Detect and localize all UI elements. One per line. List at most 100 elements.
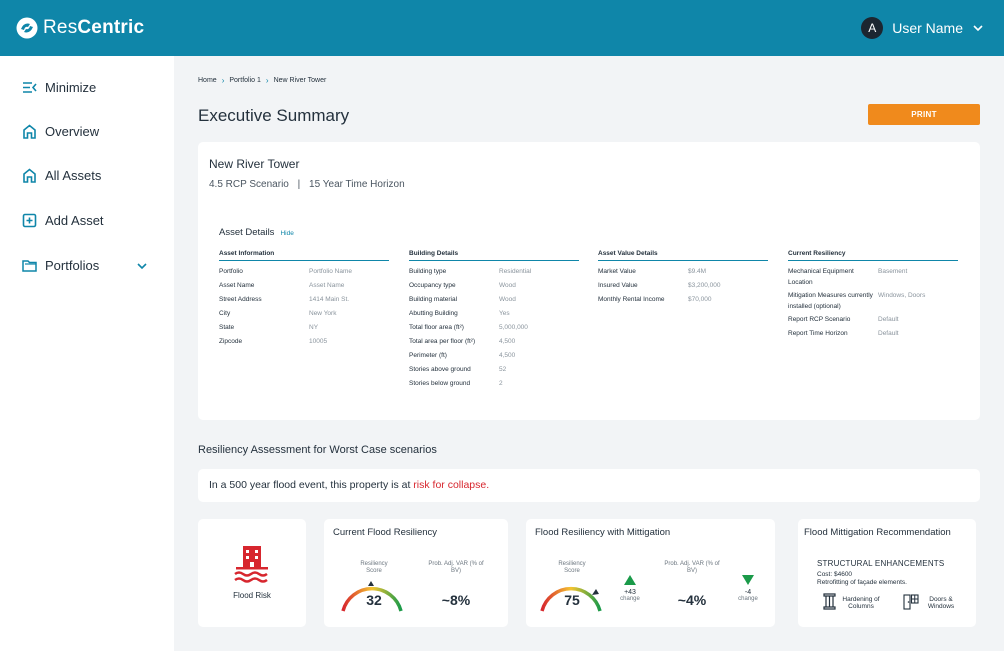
mitigation-resiliency-card: Flood Resiliency with Mittigation Resili… (526, 519, 775, 627)
detail-value: NY (309, 324, 319, 331)
resiliency-score-label: Resiliency Score (360, 561, 388, 574)
detail-key: Street Address (219, 296, 262, 303)
resiliency-score-label: Resiliency Score (558, 561, 586, 574)
brand-name-light: Res (43, 17, 78, 38)
main-content: Home › Portfolio 1 › New River Tower Exe… (174, 56, 1004, 651)
user-menu[interactable]: A User Name (861, 17, 984, 39)
detail-value: $70,000 (688, 296, 712, 303)
detail-value: 1414 Main St. (309, 296, 350, 303)
asset-value-rows: Market Value $9.4M Insured Value $3,200,00… (598, 265, 768, 307)
alert-prefix: In a 500 year flood event, this property… (209, 479, 414, 491)
avatar: A (861, 17, 884, 39)
asset-value-column: Asset Value Details Market Value $9.4M In… (598, 250, 768, 307)
detail-row: Report RCP Scenario Default (788, 313, 958, 327)
detail-row: City New York (219, 307, 389, 321)
page-title: Executive Summary (198, 106, 350, 125)
asset-details-header: Asset Details Hide (219, 227, 294, 238)
column-title: Building Details (409, 250, 579, 261)
building-details-column: Building Details Building type Residentia… (409, 250, 579, 391)
detail-row: Report Time Horizon Default (788, 327, 958, 341)
print-button[interactable]: PRINT (868, 104, 980, 125)
detail-key: State (219, 324, 235, 331)
detail-row: Street Address 1414 Main St. (219, 293, 389, 307)
rcp-scenario: 4.5 RCP Scenario (209, 179, 289, 190)
sidebar-item-overview[interactable]: Overview (22, 124, 152, 139)
detail-key: Abutting Building (409, 310, 458, 317)
section-title: Resiliency Assessment for Worst Case sce… (198, 444, 437, 456)
detail-key: Stories below ground (409, 380, 471, 387)
detail-value: $3,200,000 (688, 282, 721, 289)
sidebar-item-all-assets[interactable]: All Assets (22, 168, 152, 183)
detail-value: 52 (499, 366, 507, 373)
home-icon (23, 124, 36, 139)
sidebar-item-label: Portfolios (45, 258, 100, 273)
detail-key: Report Time Horizon (788, 330, 848, 337)
breadcrumb-portfolio[interactable]: Portfolio 1 (229, 77, 261, 84)
detail-row: Occupancy type Wood (409, 279, 579, 293)
detail-key: Occupancy type (409, 282, 456, 289)
sidebar-item-label: Minimize (45, 80, 97, 95)
sidebar-item-add-asset[interactable]: Add Asset (22, 213, 152, 228)
sidebar-item-portfolios[interactable]: Portfolios (22, 258, 152, 273)
arrow-up-icon (624, 575, 636, 585)
breadcrumb-home[interactable]: Home (198, 77, 217, 84)
scenario-line: 4.5 RCP Scenario | 15 Year Time Horizon (209, 179, 405, 190)
var-change: -4 change (734, 589, 762, 603)
detail-key: Market Value (598, 268, 636, 275)
detail-value: 4,500 (499, 338, 516, 345)
detail-row: Perimeter (ft) 4,500 (409, 349, 579, 363)
detail-row: Abutting Building Yes (409, 307, 579, 321)
building-details-rows: Building type Residential Occupancy type W… (409, 265, 579, 391)
detail-key: Total area per floor (ft²) (409, 338, 476, 345)
sidebar: Minimize Overview All Assets Add Asset P… (0, 56, 174, 651)
detail-value: 4,500 (499, 352, 516, 359)
detail-value: Default (878, 316, 899, 323)
top-bar: Res Centric A User Name (0, 0, 1004, 56)
var-change-value: -4 (744, 589, 752, 596)
detail-value: Wood (499, 296, 516, 303)
asset-summary-card: New River Tower 4.5 RCP Scenario | 15 Ye… (198, 142, 980, 420)
detail-row: Mitigation Measures currently installed … (788, 289, 958, 313)
detail-key: Perimeter (ft) (409, 352, 447, 359)
alert-risk-text: risk for collapse. (413, 479, 490, 491)
sidebar-item-minimize[interactable]: Minimize (22, 80, 152, 95)
detail-row: Building type Residential (409, 265, 579, 279)
detail-value: 2 (499, 380, 503, 387)
column-title: Asset Information (219, 250, 389, 261)
chevron-right-icon: › (265, 76, 269, 85)
detail-key: Monthly Rental Income (598, 296, 665, 303)
risk-alert-card: In a 500 year flood event, this property… (198, 469, 980, 502)
detail-key: Mechanical Equipment Location (788, 268, 854, 286)
hide-details-link[interactable]: Hide (280, 230, 294, 237)
recommendation-cost: Cost: $4600 (817, 571, 853, 578)
flood-risk-label: Flood Risk (233, 591, 271, 600)
brand-logo[interactable]: Res Centric (16, 17, 144, 39)
door-window-icon (903, 594, 919, 610)
column-icon (823, 593, 836, 610)
detail-row: Total floor area (ft²) 5,000,000 (409, 321, 579, 335)
detail-row: Portfolio Portfolio Name (219, 265, 389, 279)
recommendation-item-label: Hardening of Columns (842, 596, 880, 610)
detail-key: Insured Value (598, 282, 638, 289)
detail-row: Zipcode 10005 (219, 335, 389, 349)
detail-row: Mechanical Equipment Location Basement (788, 265, 958, 289)
plus-square-icon (22, 213, 37, 228)
detail-value: Windows, Doors (878, 292, 926, 299)
recommendation-card: Flood Mittigation Recommendation STRUCTU… (798, 519, 976, 627)
flood-building-icon (234, 546, 268, 583)
detail-key: Zipcode (219, 338, 243, 345)
var-value: ~4% (677, 592, 707, 608)
recommendation-heading: STRUCTURAL ENHANCEMENTS (817, 559, 945, 568)
chevron-down-icon[interactable] (136, 260, 148, 272)
detail-row: Monthly Rental Income $70,000 (598, 293, 768, 307)
resiliency-gauge (540, 586, 602, 612)
detail-value: Wood (499, 282, 516, 289)
var-label: Prob. Adj. VAR (% of BV) (428, 561, 484, 574)
asset-details-title: Asset Details (219, 227, 275, 238)
detail-row: Building material Wood (409, 293, 579, 307)
card-title: Current Flood Resiliency (333, 527, 438, 538)
card-title: Flood Resiliency with Mittigation (535, 527, 671, 538)
recommendation-item-label: Doors & Windows (927, 596, 955, 610)
var-label: Prob. Adj. VAR (% of BV) (664, 561, 720, 574)
breadcrumb-current: New River Tower (273, 77, 327, 84)
